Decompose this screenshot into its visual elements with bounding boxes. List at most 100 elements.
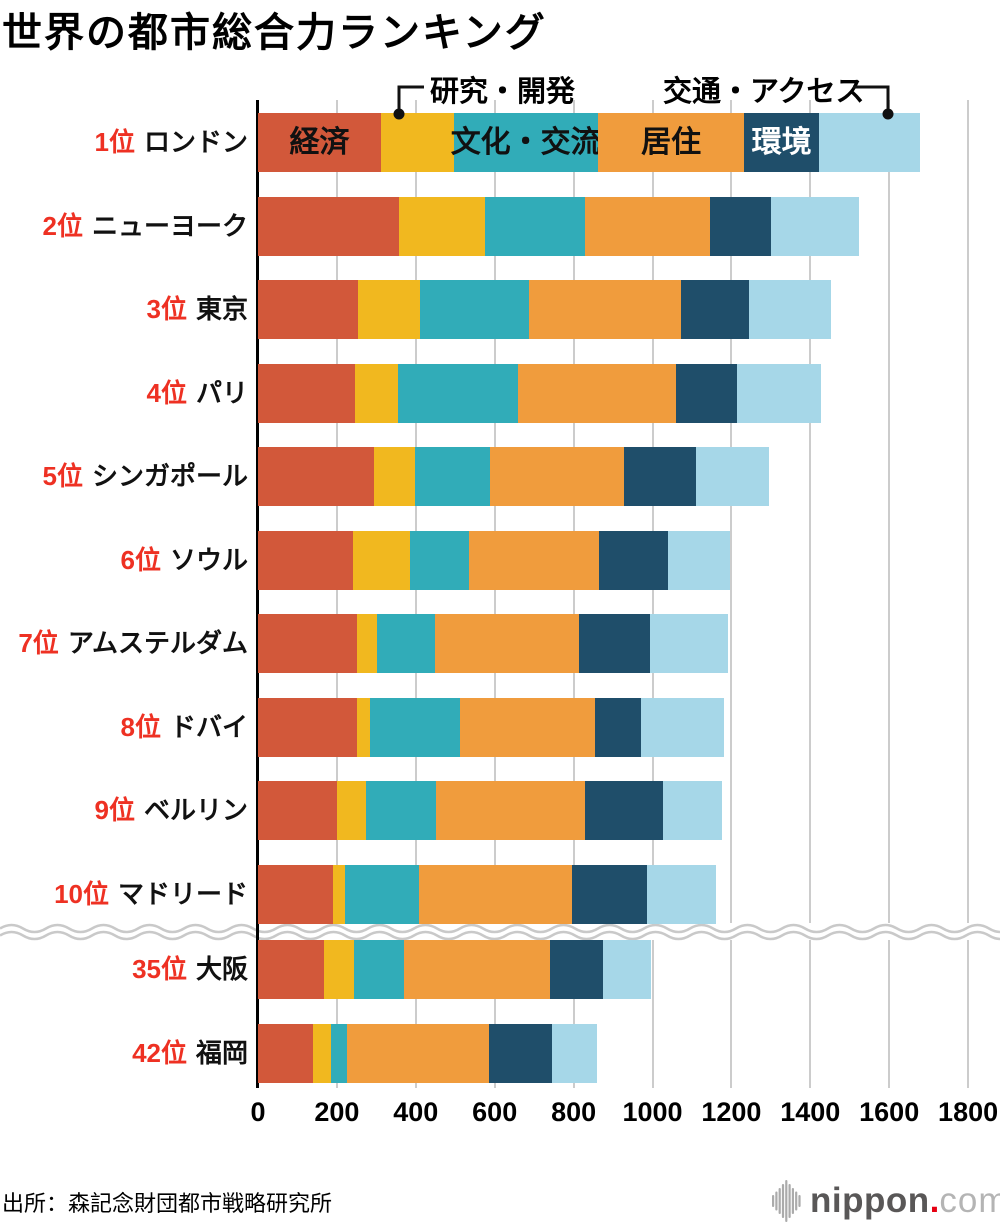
segment-singapore-access [695, 447, 770, 506]
segment-fukuoka-environment [488, 1023, 552, 1083]
x-tick-label-1600: 1600 [859, 1097, 920, 1127]
segment-osaka-access [603, 940, 651, 999]
legend-label-access: 交通・アクセス [663, 76, 865, 108]
row-rank-london: 1位 [94, 127, 135, 157]
row-rank-tokyo: 3位 [146, 294, 187, 324]
x-tick-label-0: 0 [250, 1097, 266, 1127]
segment-seoul-rd [352, 530, 411, 590]
segment-tokyo-environment [681, 280, 750, 339]
row-label-paris: 4位 パリ [0, 364, 248, 423]
segment-london-rd [381, 113, 454, 172]
bar-row-berlin [258, 781, 723, 840]
segment-paris-environment [676, 363, 738, 423]
gridline-600 [493, 100, 496, 1088]
segment-seoul-economy [258, 530, 353, 590]
x-tick-label-800: 800 [551, 1097, 597, 1127]
row-rank-new-york: 2位 [42, 210, 83, 241]
wave-line-2 [0, 930, 1000, 941]
segment-amsterdam-livability [435, 614, 580, 673]
gridline-400 [414, 100, 417, 1088]
bar-row-amsterdam [258, 614, 728, 673]
segment-fukuoka-rd [313, 1023, 331, 1083]
row-label-madrid: 10位 マドリード [0, 865, 248, 924]
row-label-dubai: 8位 ドバイ [0, 698, 248, 757]
segment-madrid-economy [258, 864, 334, 924]
bar-row-london: 経済 文化・交流 居住 環境 [258, 113, 921, 172]
segment-berlin-rd [336, 781, 366, 840]
gridline-1600 [888, 100, 891, 1088]
row-rank-fukuoka: 42位 [132, 1037, 187, 1068]
row-label-fukuoka: 42位 福岡 [0, 1024, 248, 1083]
bar-row-madrid [258, 864, 716, 924]
segment-london-livability: 居住 [597, 113, 745, 172]
bar-row-dubai [258, 697, 725, 757]
segment-london-environment: 環境 [744, 113, 819, 172]
segment-dubai-economy [258, 697, 357, 757]
segment-new-york-economy [258, 196, 400, 256]
segment-singapore-rd [373, 447, 415, 506]
segment-seoul-environment [598, 530, 668, 590]
row-label-osaka: 35位 大阪 [0, 940, 248, 999]
row-rank-seoul: 6位 [120, 544, 161, 575]
row-label-berlin: 9位 ベルリン [0, 781, 248, 840]
bar-row-osaka [258, 940, 651, 999]
row-rank-osaka: 35位 [132, 954, 187, 984]
row-city-berlin: ベルリン [143, 795, 248, 825]
x-tick-label-1800: 1800 [938, 1097, 999, 1127]
segment-madrid-culture [345, 864, 419, 924]
segment-madrid-access [646, 864, 716, 924]
segment-tokyo-economy [258, 280, 359, 339]
row-city-seoul: ソウル [169, 544, 248, 575]
segment-dubai-access [641, 697, 725, 757]
row-label-london: 1位 ロンドン [0, 113, 248, 172]
x-tick-label-400: 400 [393, 1097, 439, 1127]
chart-title: 世界の都市総合力ランキング [2, 11, 547, 55]
segment-paris-access [737, 363, 821, 423]
bar-row-paris [258, 363, 821, 423]
row-city-madrid: マドリード [117, 878, 248, 909]
segment-seoul-livability [468, 530, 599, 590]
logo-tld: com [939, 1181, 1000, 1220]
segment-singapore-culture [414, 447, 490, 506]
segment-fukuoka-economy [258, 1023, 314, 1083]
legend-callout-brackets [393, 85, 894, 120]
segment-paris-rd [355, 363, 399, 423]
segment-paris-culture [398, 363, 519, 423]
row-city-paris: パリ [195, 377, 248, 408]
logo-dot: . [929, 1181, 940, 1220]
segment-berlin-culture [365, 781, 437, 840]
y-axis-line [256, 100, 259, 1088]
rank-break-wave [0, 923, 1000, 941]
gridline-1000 [651, 100, 654, 1088]
logo-wordmark: nippon [810, 1181, 930, 1220]
segment-berlin-livability [436, 781, 586, 840]
segment-tokyo-culture [419, 280, 529, 339]
segment-dubai-culture [369, 697, 460, 757]
x-tick-label-1400: 1400 [780, 1097, 841, 1127]
segment-amsterdam-culture [377, 614, 436, 673]
segment-new-york-livability [584, 196, 711, 256]
gridline-1200 [730, 100, 733, 1088]
segment-label-economy: 経済 [289, 126, 350, 159]
segment-dubai-environment [594, 697, 642, 757]
wave-line-1 [0, 923, 1000, 934]
bar-row-fukuoka [258, 1023, 598, 1083]
row-city-london: ロンドン [143, 127, 248, 157]
segment-singapore-livability [489, 447, 625, 506]
segment-berlin-access [662, 781, 723, 840]
row-rank-amsterdam: 7位 [18, 628, 59, 658]
segment-new-york-rd [399, 196, 485, 256]
segment-paris-economy [258, 363, 356, 423]
row-city-tokyo: 東京 [195, 294, 248, 324]
segment-madrid-environment [572, 864, 647, 924]
segment-singapore-economy [258, 447, 374, 506]
segment-london-access [818, 113, 921, 172]
gridline-200 [335, 100, 338, 1088]
soundwave-bars-icon [772, 1180, 801, 1222]
segment-osaka-livability [403, 940, 551, 999]
gridline-1400 [809, 100, 812, 1088]
row-city-amsterdam: アムステルダム [67, 628, 248, 658]
row-rank-paris: 4位 [146, 377, 187, 408]
segment-dubai-rd [356, 697, 370, 757]
